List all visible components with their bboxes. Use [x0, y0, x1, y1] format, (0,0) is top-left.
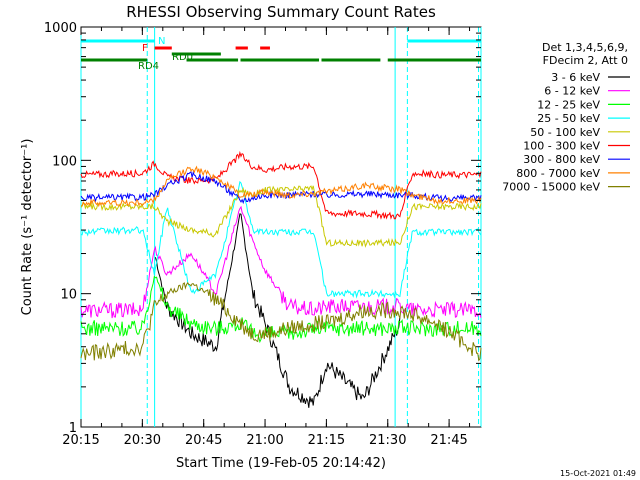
flag-f-label: F: [142, 43, 148, 54]
flag-rd4-label: RD4: [138, 61, 159, 72]
y-axis-label: Count Rate (s⁻¹ detector⁻¹): [20, 139, 35, 316]
x-tick-label-6: 21:45: [430, 433, 467, 448]
legend-label-1: 6 - 12 keV: [544, 85, 600, 98]
legend-label-3: 25 - 50 keV: [537, 112, 600, 125]
legend: Det 1,3,4,5,6,9,FDecim 2, Att 0 3 - 6 keV…: [502, 41, 630, 194]
x-tick-label-4: 21:15: [308, 433, 345, 448]
vertical-markers: [80, 27, 482, 427]
x-tick-label-2: 20:45: [185, 433, 222, 448]
x-axis: 20:15 20:30 20:45 21:00 21:15 21:30 21:45: [62, 27, 471, 448]
series-line-8: [80, 282, 482, 362]
series-line-3: [80, 180, 482, 299]
legend-header-0: Det 1,3,4,5,6,9,: [542, 41, 628, 54]
y-tick-label-3: 1000: [44, 21, 77, 36]
legend-label-6: 300 - 800 keV: [523, 153, 600, 166]
legend-label-0: 3 - 6 keV: [551, 71, 600, 84]
series-line-4: [80, 185, 482, 248]
x-tick-label-5: 21:30: [369, 433, 406, 448]
legend-label-5: 100 - 300 keV: [523, 140, 600, 153]
legend-header-1: FDecim 2, Att 0: [543, 54, 628, 67]
chart-title: RHESSI Observing Summary Count Rates: [126, 3, 436, 21]
y-tick-label-0: 1: [69, 421, 77, 436]
y-tick-label-2: 100: [52, 154, 77, 169]
series-line-5: [80, 150, 482, 220]
series-line-0: [154, 213, 401, 408]
series-line-1: [80, 205, 482, 319]
flag-n-label: N: [158, 36, 165, 47]
x-tick-label-3: 21:00: [246, 433, 283, 448]
x-tick-label-0: 20:15: [62, 433, 99, 448]
series-line-7: [80, 165, 482, 208]
legend-label-8: 7000 - 15000 keV: [502, 181, 600, 194]
state-flags: NF RD0 RD4: [81, 36, 481, 72]
legend-label-2: 12 - 25 keV: [537, 98, 600, 111]
y-tick-label-1: 10: [60, 288, 77, 303]
series-line-6: [80, 170, 482, 205]
legend-label-4: 50 - 100 keV: [530, 126, 600, 139]
x-axis-label: Start Time (19-Feb-05 20:14:42): [176, 456, 386, 471]
y-axis: 1 10 100 1000: [44, 21, 481, 436]
flag-rd0-label: RD0: [172, 52, 193, 63]
plot-area: [80, 26, 482, 428]
series-lines: [80, 150, 482, 408]
timestamp: 15-Oct-2021 01:49: [560, 469, 636, 478]
x-tick-label-1: 20:30: [124, 433, 161, 448]
legend-label-7: 800 - 7000 keV: [516, 167, 600, 180]
